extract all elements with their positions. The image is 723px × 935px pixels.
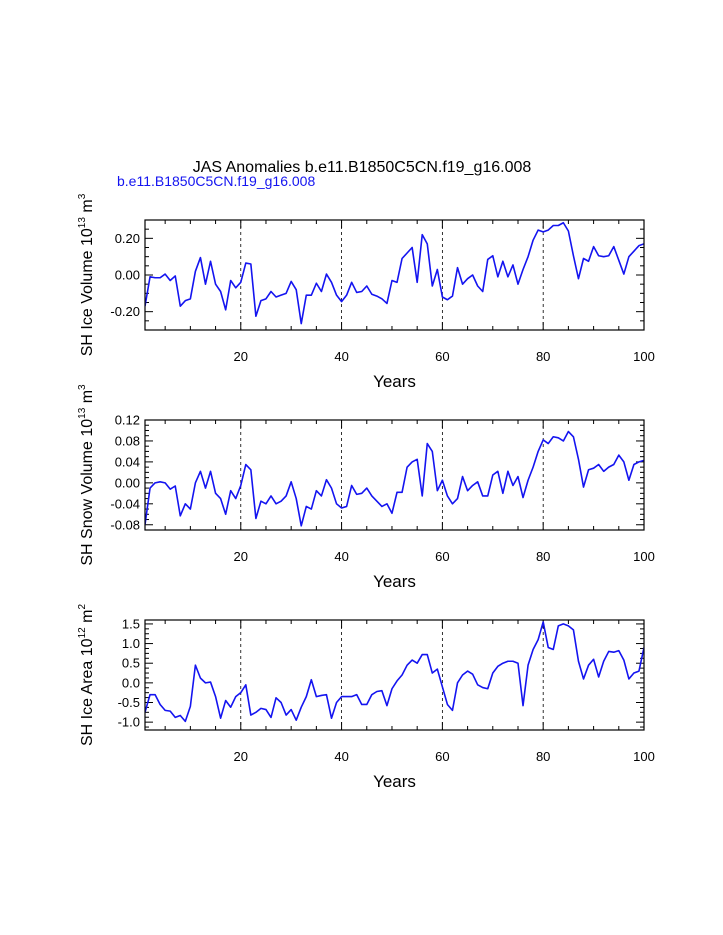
xtick-label: 60 xyxy=(435,749,449,764)
y-axis-label: SH Snow Volume 1013 m3 xyxy=(77,384,96,566)
ytick-label: 0.5 xyxy=(122,656,140,671)
x-axis-label: Years xyxy=(373,572,416,591)
y-axis-label: SH Ice Volume 1013 m3 xyxy=(77,193,96,356)
panel-3: -1.0 -0.5 0.0 0.5 1.0 1.5 20 40 60 80 100 Years SH I… xyxy=(77,604,655,791)
xtick-label: 100 xyxy=(633,749,655,764)
ytick-label: -0.5 xyxy=(118,695,140,710)
plot-frame xyxy=(144,219,645,331)
plot-frame xyxy=(144,419,645,531)
xtick-label: 100 xyxy=(633,549,655,564)
chart-subtitle: b.e11.B1850C5CN.f19_g16.008 xyxy=(117,173,315,189)
xtick-label: 60 xyxy=(435,349,449,364)
ytick-label: 0.20 xyxy=(115,231,140,246)
y-axis-label-unit-exponent: 3 xyxy=(77,384,88,390)
ytick-label: -1.0 xyxy=(118,715,140,730)
panel-1: -0.20 0.00 0.20 20 40 60 80 100 Years SH Ice Volu… xyxy=(77,193,655,391)
x-axis-label: Years xyxy=(373,372,416,391)
xtick-label: 60 xyxy=(435,549,449,564)
y-axis-label-unit-exponent: 2 xyxy=(77,604,88,610)
y-axis-label-exponent: 13 xyxy=(77,407,88,419)
xtick-label: 40 xyxy=(334,349,348,364)
ytick-label: -0.04 xyxy=(110,496,140,511)
series-line xyxy=(145,430,644,527)
y-axis-label: SH Ice Area 1012 m2 xyxy=(77,604,96,747)
y-axis-label-main: SH Ice Volume 10 xyxy=(79,228,96,356)
ytick-label: -0.20 xyxy=(110,304,140,319)
ytick-label: 0.12 xyxy=(115,413,140,428)
y-axis-label-unit-exponent: 3 xyxy=(77,193,88,199)
xtick-label: 20 xyxy=(234,749,248,764)
y-axis-label-exponent: 12 xyxy=(77,627,88,639)
ytick-label: 1.0 xyxy=(122,636,140,651)
xtick-label: 40 xyxy=(334,549,348,564)
y-axis-label-unit: m xyxy=(79,610,96,628)
xtick-label: 80 xyxy=(536,549,550,564)
panels-group: -0.20 0.00 0.20 20 40 60 80 100 Years SH Ice Volu… xyxy=(77,193,655,791)
ytick-label: 0.08 xyxy=(115,433,140,448)
xtick-label: 80 xyxy=(536,349,550,364)
xtick-label: 20 xyxy=(234,549,248,564)
y-axis-label-main: SH Snow Volume 10 xyxy=(79,419,96,566)
series-line xyxy=(145,621,644,723)
plot-frame xyxy=(144,619,645,731)
ytick-label: 0.04 xyxy=(115,454,140,469)
chart-title: JAS Anomalies b.e11.B1850C5CN.f19_g16.00… xyxy=(193,159,532,176)
series-line xyxy=(145,221,644,325)
xtick-label: 20 xyxy=(234,349,248,364)
ytick-label: -0.08 xyxy=(110,517,140,532)
xtick-label: 80 xyxy=(536,749,550,764)
xtick-label: 40 xyxy=(334,749,348,764)
ytick-label: 0.00 xyxy=(115,268,140,283)
ytick-label: 0.00 xyxy=(115,475,140,490)
y-axis-label-exponent: 13 xyxy=(77,217,88,229)
x-axis-label: Years xyxy=(373,772,416,791)
ytick-label: 1.5 xyxy=(122,616,140,631)
xtick-label: 100 xyxy=(633,349,655,364)
panel-2: -0.08 -0.04 0.00 0.04 0.08 0.12 20 40 60 80 100 Yea… xyxy=(77,384,655,591)
y-axis-label-unit: m xyxy=(79,390,96,408)
ytick-label: 0.0 xyxy=(122,675,140,690)
y-axis-label-main: SH Ice Area 10 xyxy=(79,638,96,746)
y-axis-label-unit: m xyxy=(79,199,96,217)
